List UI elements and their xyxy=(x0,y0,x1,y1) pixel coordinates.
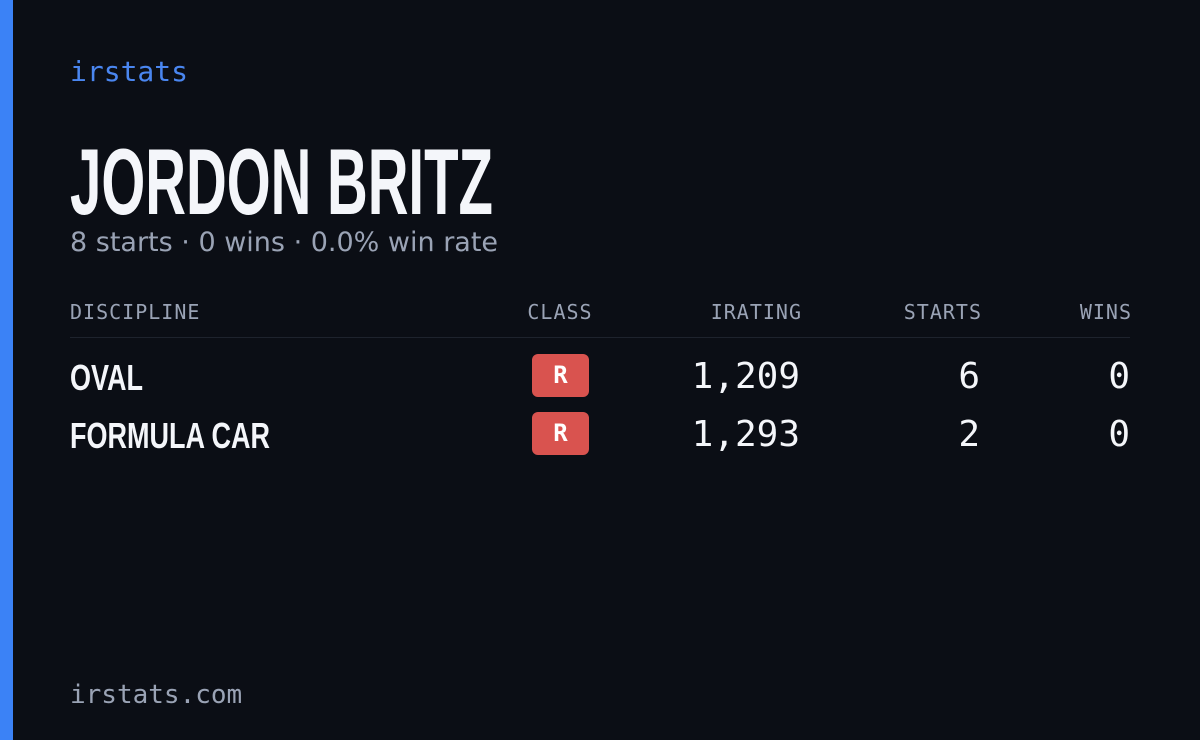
column-header: DISCIPLINE xyxy=(70,300,201,324)
starts: 6 xyxy=(958,356,980,397)
column-header: CLASS xyxy=(527,300,593,324)
driver-summary: 8 starts · 0 wins · 0.0% win rate xyxy=(70,227,499,258)
footer: irstats.com xyxy=(70,680,243,710)
class-badge: R xyxy=(532,354,589,397)
header-rule xyxy=(70,337,1130,338)
driver-name: JORDON BRITZ xyxy=(70,129,494,234)
irating: 1,209 xyxy=(691,356,800,397)
class-badge: R xyxy=(532,412,589,455)
discipline: OVAL xyxy=(70,357,144,398)
column-header: WINS xyxy=(1079,300,1132,324)
column-header: STARTS xyxy=(903,300,982,324)
discipline: FORMULA CAR xyxy=(70,415,270,456)
brand: irstats xyxy=(70,55,189,88)
starts: 2 xyxy=(958,414,980,455)
accent-bar xyxy=(0,0,13,740)
wins: 0 xyxy=(1108,414,1130,455)
wins: 0 xyxy=(1108,356,1130,397)
column-header: IRATING xyxy=(710,300,802,324)
irating: 1,293 xyxy=(691,414,800,455)
